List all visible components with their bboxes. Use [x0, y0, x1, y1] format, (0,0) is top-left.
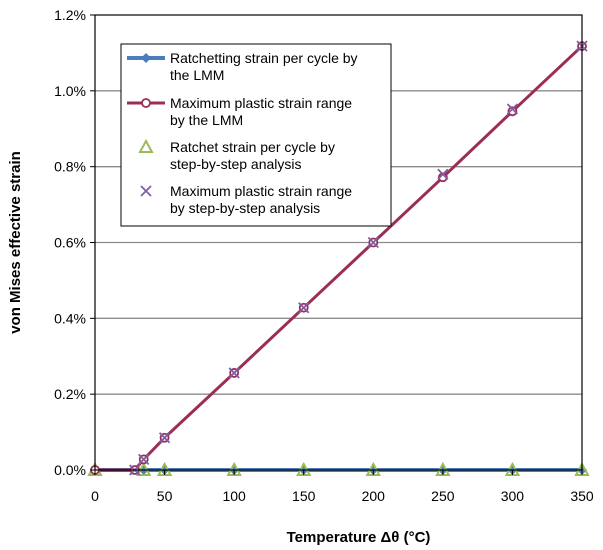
x-tick-label: 50: [157, 488, 173, 504]
legend-entry-text: Maximum plastic strain range: [170, 95, 352, 111]
data-point-x: [367, 236, 379, 249]
x-axis-ticks: 0 50 100 150 200 250 300 350: [91, 470, 594, 504]
y-tick-label: 0.8%: [54, 159, 86, 175]
data-point-triangle: [138, 138, 154, 153]
series-4: [129, 40, 588, 476]
legend-entry-text: the LMM: [170, 67, 224, 83]
x-tick-label: 200: [362, 488, 386, 504]
data-point-x: [158, 432, 171, 444]
x-axis-title: Temperature Δθ (°C): [287, 529, 431, 546]
legend-entry-text: Ratchet strain per cycle by: [170, 139, 335, 155]
legend-entry-text: by the LMM: [170, 112, 243, 128]
data-point-x: [437, 168, 449, 180]
legend-entry-text: by step-by-step analysis: [170, 200, 320, 216]
data-point-x: [138, 453, 150, 466]
legend-symbol: [127, 98, 165, 108]
y-tick-label: 1.2%: [54, 7, 86, 23]
x-tick-label: 150: [292, 488, 316, 504]
x-tick-label: 100: [222, 488, 246, 504]
y-tick-label: 0.4%: [54, 310, 86, 326]
y-tick-label: 0.0%: [54, 462, 86, 478]
x-tick-label: 300: [501, 488, 525, 504]
data-point-diamond: [141, 53, 151, 63]
y-tick-label: 1.0%: [54, 83, 86, 99]
legend-entry-text: Maximum plastic strain range: [170, 183, 352, 199]
legend-entry-text: step-by-step analysis: [170, 156, 302, 172]
data-point-x: [298, 302, 310, 314]
y-axis-ticks: 0.0% 0.2% 0.4% 0.6% 0.8% 1.0% 1.2%: [54, 7, 95, 478]
y-tick-label: 0.2%: [54, 386, 86, 402]
x-tick-label: 350: [570, 488, 594, 504]
data-point-x: [228, 367, 240, 379]
data-point-x: [506, 103, 519, 115]
data-point-circle: [507, 106, 518, 117]
legend-box: [120, 43, 392, 227]
legend-symbol: [138, 138, 154, 153]
legend-entry-text: Ratchetting strain per cycle by: [170, 50, 358, 66]
y-axis-title: von Mises effective strain: [7, 151, 24, 334]
x-tick-label: 250: [431, 488, 455, 504]
legend-symbol: [127, 53, 165, 63]
x-tick-label: 0: [91, 488, 99, 504]
data-point-circle: [141, 98, 151, 108]
legend-symbol: [140, 185, 152, 197]
y-tick-label: 0.6%: [54, 235, 86, 251]
data-point-x: [140, 185, 152, 197]
